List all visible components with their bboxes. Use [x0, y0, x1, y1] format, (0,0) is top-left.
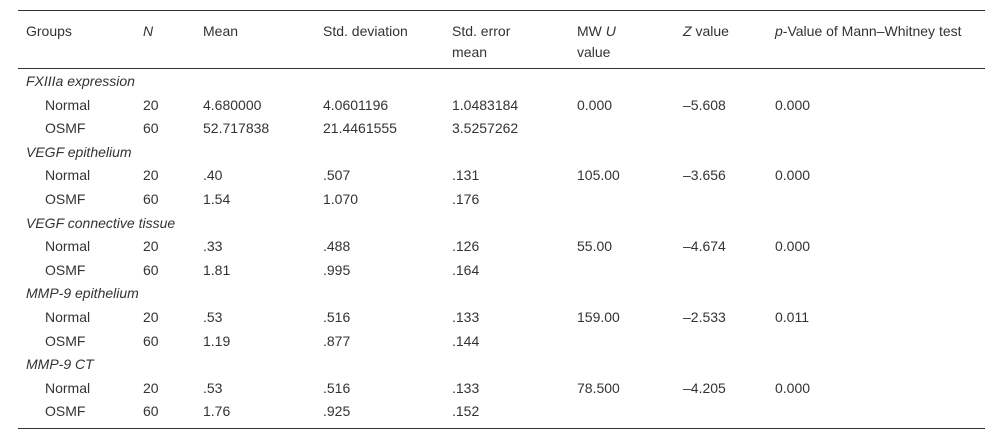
table-cell: 1.81 — [203, 261, 231, 278]
table-cell: 3.5257262 — [452, 120, 519, 137]
table-cell: 20 — [143, 167, 159, 184]
table-cell: .131 — [452, 167, 480, 184]
table-cell: 1.0483184 — [452, 96, 519, 113]
row-label: Normal — [45, 238, 91, 255]
table-cell: 52.717838 — [203, 120, 270, 137]
table-cell: 1.54 — [203, 191, 231, 207]
table-cell: 0.000 — [775, 96, 811, 113]
table-cell: 0.000 — [775, 167, 811, 184]
header-text: p — [775, 23, 783, 39]
table-cell: 4.0601196 — [323, 96, 389, 113]
table-cell: .144 — [452, 332, 480, 349]
table-cell: .133 — [452, 379, 480, 396]
header-cell: N — [143, 21, 153, 42]
table-cell: 20 — [143, 309, 159, 325]
table-cell: 159.00 — [577, 309, 620, 325]
header-text: MW — [577, 23, 606, 39]
table-cell: .925 — [323, 403, 351, 420]
table-cell: –5.608 — [683, 96, 726, 113]
table-cell: .488 — [323, 238, 351, 255]
section-title: VEGF epithelium — [26, 143, 132, 160]
table-cell: .877 — [323, 332, 351, 349]
row-label: OSMF — [45, 403, 86, 420]
table-cell: 60 — [143, 191, 159, 207]
table-cell: 55.00 — [577, 238, 613, 255]
header-cell: Z value — [683, 21, 729, 42]
section-title: FXIIIa expression — [26, 73, 135, 89]
table-cell: 60 — [143, 261, 159, 278]
row-label: OSMF — [45, 120, 86, 137]
table-cell: 60 — [143, 403, 159, 420]
header-text: U — [605, 23, 616, 39]
table-cell: .516 — [323, 309, 351, 325]
table-cell: .164 — [452, 261, 480, 278]
header-cell: Mean — [203, 23, 239, 39]
table-cell: –2.533 — [683, 309, 726, 325]
table-cell: .53 — [203, 309, 223, 325]
header-cell: p-Value of Mann–Whitney test — [775, 21, 975, 42]
row-label: OSMF — [45, 261, 86, 278]
table-cell: .53 — [203, 379, 223, 396]
section-title: MMP-9 CT — [26, 356, 94, 373]
bottom-rule — [18, 428, 985, 429]
header-text: value — [691, 23, 729, 39]
header-text: N — [143, 23, 154, 39]
top-rule — [18, 10, 985, 11]
table-cell: 105.00 — [577, 167, 620, 184]
table-cell: 0.000 — [775, 379, 811, 396]
table-cell: –4.674 — [683, 238, 726, 255]
row-label: OSMF — [45, 332, 86, 349]
table-cell: 60 — [143, 332, 159, 349]
table-cell: 0.011 — [775, 309, 809, 325]
row-label: OSMF — [45, 191, 86, 207]
section-title: VEGF connective tissue — [26, 214, 176, 231]
table-cell: .40 — [203, 167, 223, 184]
table-cell: 1.76 — [203, 403, 231, 420]
header-cell: MW U value — [577, 21, 637, 63]
section-title: MMP-9 epithelium — [26, 285, 139, 302]
table-cell: .33 — [203, 238, 223, 255]
table-cell: .507 — [323, 167, 351, 184]
row-label: Normal — [45, 96, 91, 113]
table-cell: .133 — [452, 309, 480, 325]
table-cell: 20 — [143, 96, 159, 113]
table-cell: .995 — [323, 261, 351, 278]
table-cell: 0.000 — [775, 238, 811, 255]
table-cell: 1.070 — [323, 191, 359, 207]
table-cell: .176 — [452, 191, 480, 207]
table-cell: –4.205 — [683, 379, 726, 396]
table-cell: 0.000 — [577, 96, 613, 113]
header-cell: Std. deviation — [323, 23, 408, 39]
header-text: value — [577, 44, 611, 60]
table-cell: 60 — [143, 120, 159, 137]
header-text: -Value of Mann–Whitney test — [782, 23, 962, 39]
row-label: Normal — [45, 379, 91, 396]
table-cell: 78.500 — [577, 379, 620, 396]
header-text: Z — [683, 23, 692, 39]
table-cell: 20 — [143, 238, 159, 255]
header-cell: Std. error mean — [452, 23, 511, 60]
table-cell: 1.19 — [203, 332, 231, 349]
header-rule — [18, 68, 985, 69]
table-cell: 20 — [143, 379, 159, 396]
table-cell: 4.680000 — [203, 96, 262, 113]
table-cell: –3.656 — [683, 167, 726, 184]
table-cell: 21.4461555 — [323, 120, 397, 137]
table-cell: .152 — [452, 403, 480, 420]
header-cell: Groups — [26, 23, 72, 39]
table-cell: .516 — [323, 379, 351, 396]
row-label: Normal — [45, 167, 91, 184]
table-cell: .126 — [452, 238, 480, 255]
row-label: Normal — [45, 309, 91, 325]
